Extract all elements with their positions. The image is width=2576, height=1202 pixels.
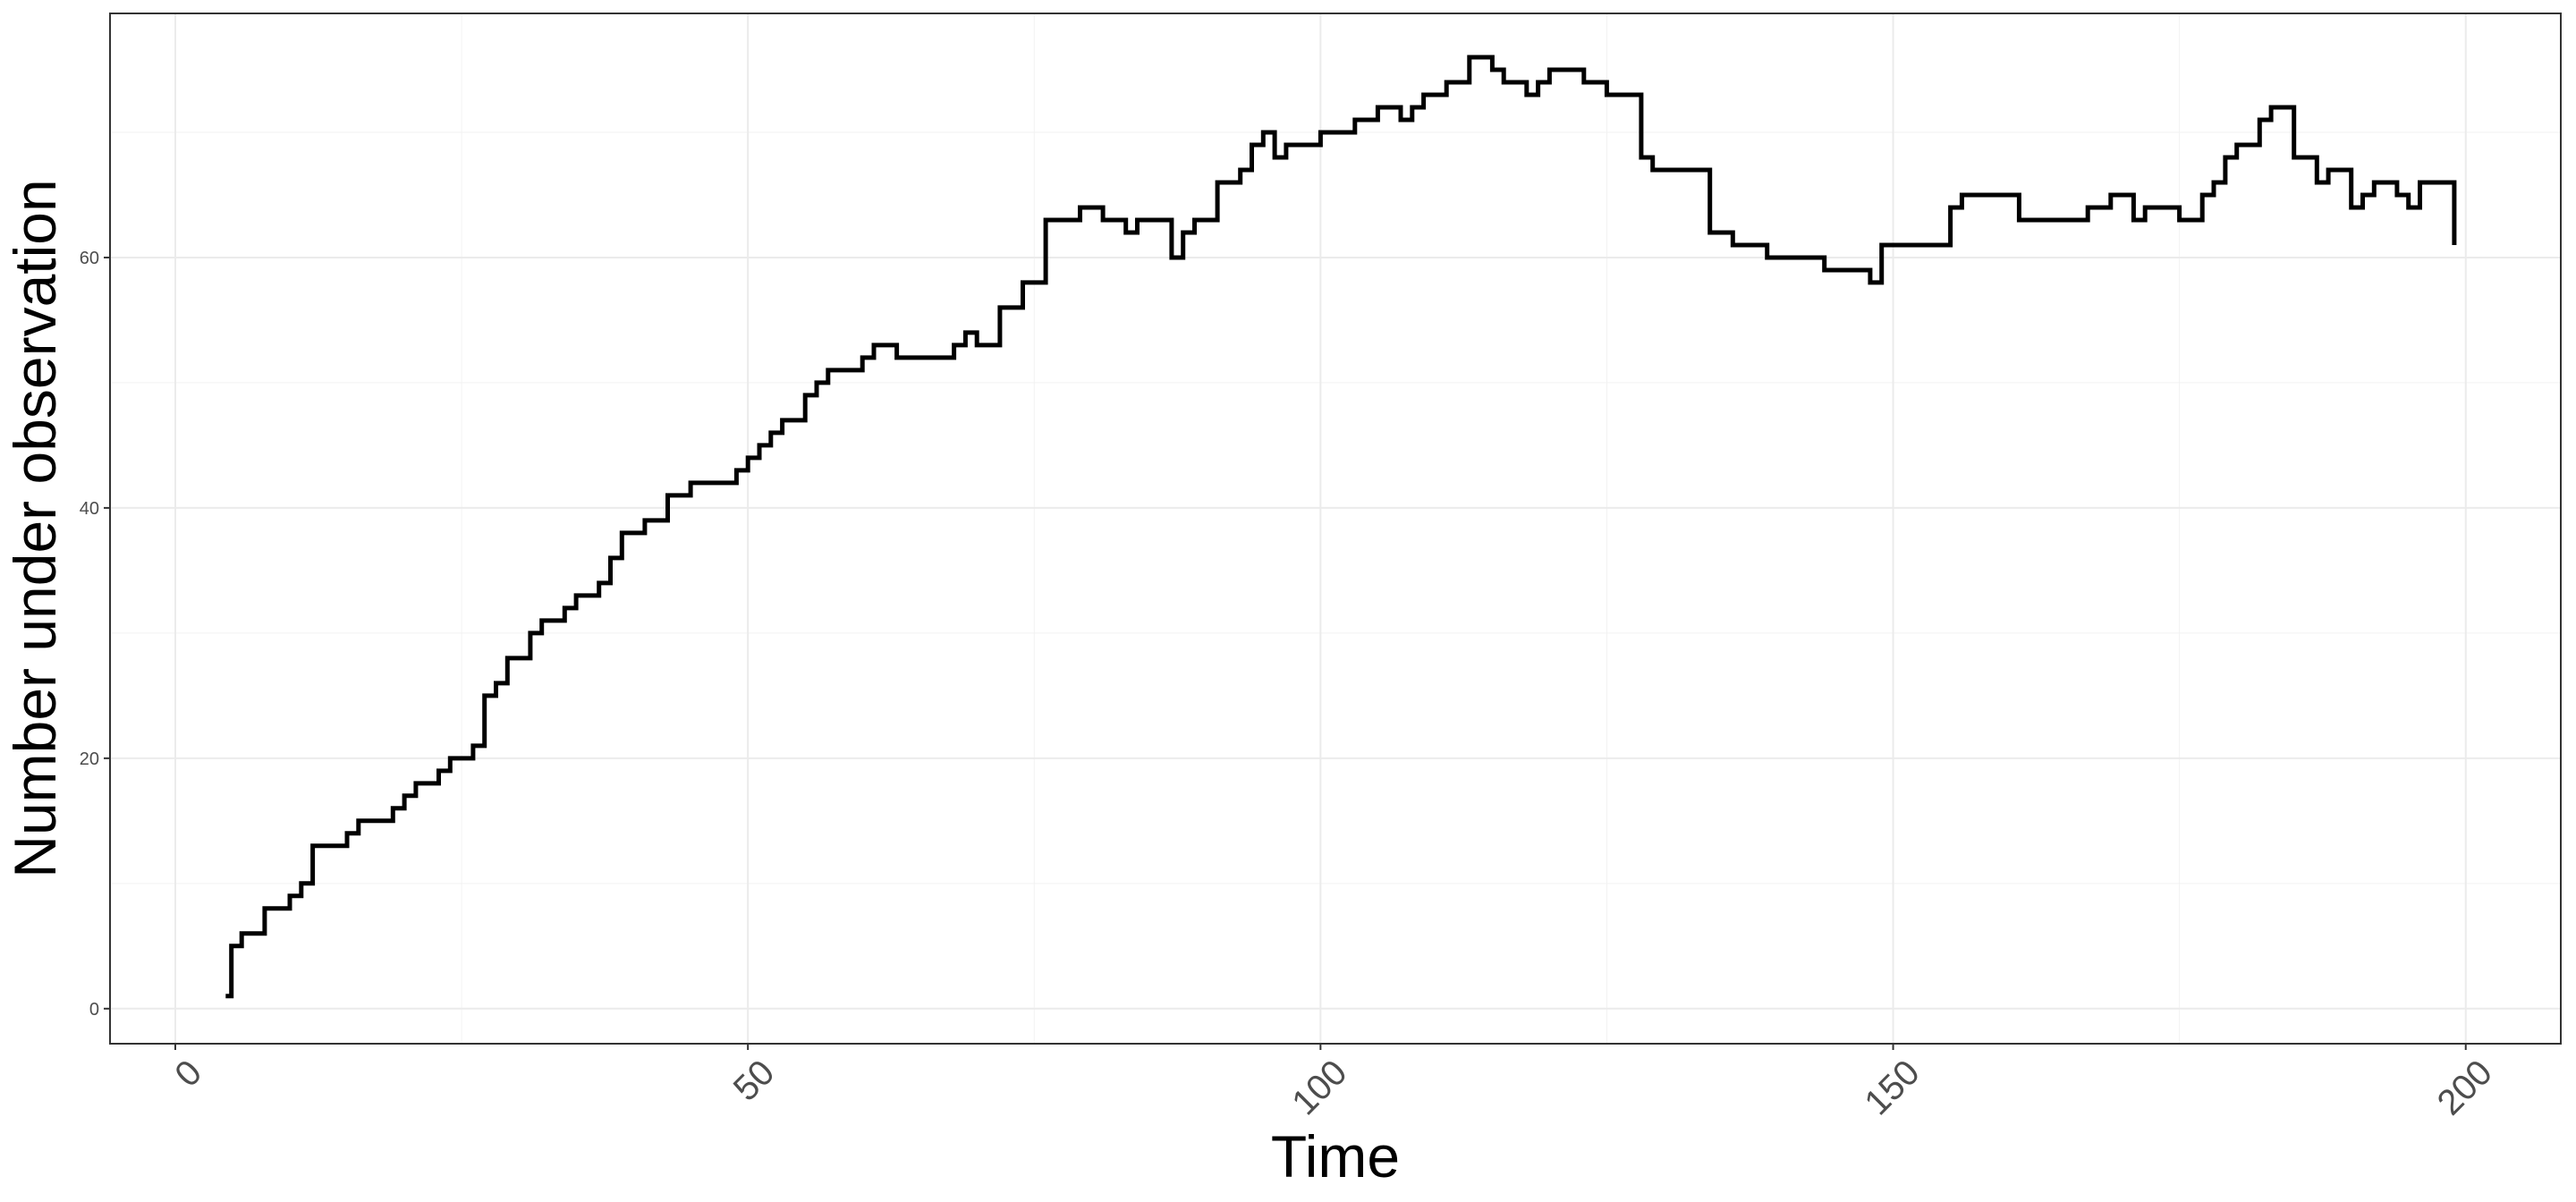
plot-panel-background xyxy=(110,13,2561,1044)
x-tick-label: 100 xyxy=(1284,1053,1354,1122)
y-tick-label: 40 xyxy=(80,499,99,519)
x-tick-label: 0 xyxy=(167,1053,209,1095)
y-axis-title: Number under observation xyxy=(2,179,68,877)
x-tick-label: 150 xyxy=(1857,1053,1927,1122)
y-tick-label: 20 xyxy=(80,749,99,769)
y-tick-label: 0 xyxy=(89,1000,99,1020)
grid-layer xyxy=(110,13,2561,1044)
series-layer xyxy=(225,55,2457,999)
x-tick-label: 50 xyxy=(726,1053,783,1109)
y-tick-label: 60 xyxy=(80,249,99,268)
plot-panel-border xyxy=(109,13,2562,1045)
series-line-0 xyxy=(225,55,2457,999)
x-tick-label: 200 xyxy=(2430,1053,2500,1122)
x-axis-title: Time xyxy=(1271,1123,1400,1189)
